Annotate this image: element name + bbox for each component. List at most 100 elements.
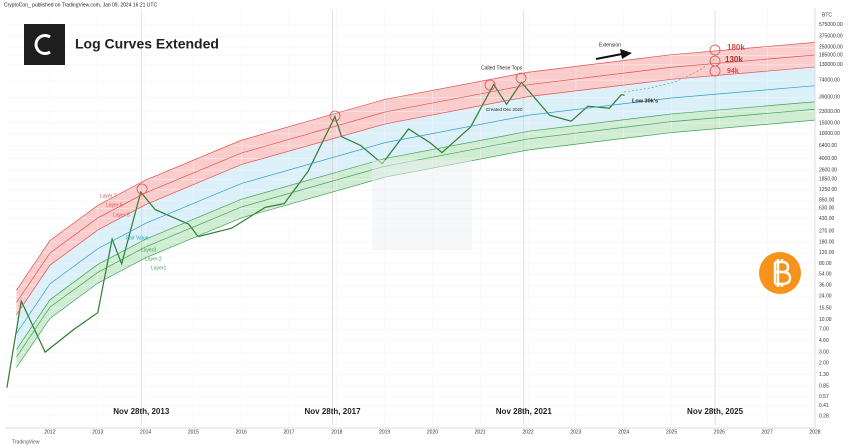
y-tick-label: 270.00 <box>819 228 835 234</box>
price-line <box>6 81 625 388</box>
y-tick-label: 575000.00 <box>819 22 843 28</box>
x-tick-label: 2015 <box>188 429 199 435</box>
logo-mark <box>34 34 51 55</box>
curve-line <box>16 66 816 316</box>
arrow-head <box>620 49 632 59</box>
y-tick-label: 15000.00 <box>819 120 840 126</box>
annotation: Extension <box>599 42 621 48</box>
y-tick-label: 4000.00 <box>819 156 837 162</box>
y-axis-label: BTC <box>822 12 832 18</box>
curve-line <box>16 108 816 358</box>
y-tick-label: 7.00 <box>819 327 829 333</box>
top-circle <box>136 183 148 195</box>
bitcoin-symbol <box>773 259 792 287</box>
annotation: 94k <box>727 68 739 75</box>
watermark <box>372 160 472 250</box>
y-tick-label: 23000.00 <box>819 109 840 115</box>
x-tick-label: 2022 <box>523 429 534 435</box>
y-tick-label: 6400.00 <box>819 143 837 149</box>
y-tick-label: 54.00 <box>819 272 832 278</box>
y-tick-label: 39000.00 <box>819 95 840 101</box>
curve-label: Fair Value <box>126 235 149 241</box>
curve-label: Layer1 <box>151 265 167 271</box>
logo <box>24 24 65 65</box>
x-tick-label: 2014 <box>140 429 151 435</box>
x-tick-label: 2024 <box>618 429 629 435</box>
event-label: Nov 28th, 2017 <box>305 407 362 416</box>
annotation: 180k <box>727 43 745 52</box>
y-tick-label: 36.00 <box>819 283 832 289</box>
curve-line <box>16 119 816 368</box>
x-tick-label: 2025 <box>666 429 677 435</box>
curve-label: Layer 7 <box>100 193 117 199</box>
y-tick-label: 180.00 <box>819 239 835 245</box>
x-tick-label: 2016 <box>236 429 247 435</box>
y-tick-label: 130000.00 <box>819 62 843 68</box>
y-tick-label: 0.85 <box>819 383 829 389</box>
x-tick-label: 2017 <box>283 429 294 435</box>
y-tick-label: 10000.00 <box>819 131 840 137</box>
arrow <box>595 53 623 60</box>
chart-title: Log Curves Extended <box>75 36 219 52</box>
curve-label: Layer 5 <box>113 212 130 218</box>
y-tick-label: 0.28 <box>819 413 829 419</box>
annotation: 130k <box>725 55 743 64</box>
y-tick-label: 850.00 <box>819 198 835 204</box>
annotation: Called These Tops <box>481 65 523 71</box>
event-label: Nov 28th, 2013 <box>113 407 170 416</box>
annotation: Created Dec 2020 <box>486 107 523 112</box>
footer: TradingView <box>12 439 40 445</box>
x-tick-label: 2012 <box>44 429 55 435</box>
y-tick-label: 10.00 <box>819 317 832 323</box>
header: CryptoCon_ published on TradingView.com,… <box>4 2 157 8</box>
x-tick-label: 2013 <box>92 429 103 435</box>
x-tick-label: 2021 <box>475 429 486 435</box>
x-tick-label: 2018 <box>331 429 342 435</box>
y-tick-label: 74000.00 <box>819 77 840 83</box>
y-tick-label: 375000.00 <box>819 34 843 40</box>
y-tick-label: 3.00 <box>819 349 829 355</box>
curve-label: Layer3 <box>141 247 157 253</box>
y-tick-label: 430.00 <box>819 216 835 222</box>
y-tick-label: 185000.00 <box>819 53 843 59</box>
projection <box>623 57 717 93</box>
band-fill <box>16 42 816 315</box>
y-tick-label: 0.57 <box>819 394 829 400</box>
y-tick-label: 120.00 <box>819 250 835 256</box>
y-tick-label: 24.00 <box>819 294 832 300</box>
y-tick-label: 250000.00 <box>819 45 843 51</box>
y-tick-label: 2600.00 <box>819 167 837 173</box>
y-tick-label: 80.00 <box>819 261 832 267</box>
x-tick-label: 2019 <box>379 429 390 435</box>
curve-line <box>16 101 816 350</box>
y-tick-label: 1.30 <box>819 372 829 378</box>
band-fill <box>16 101 816 368</box>
curve-line <box>16 54 816 303</box>
curve-label: Layer 2 <box>145 256 162 262</box>
curve-line <box>16 42 816 291</box>
decorations <box>5 8 816 429</box>
x-tick-label: 2023 <box>570 429 581 435</box>
top-circle <box>484 79 496 91</box>
x-tick-label: 2028 <box>809 429 820 435</box>
curve-label: Layer 6 <box>106 202 123 208</box>
y-tick-label: 1850.00 <box>819 177 837 183</box>
y-tick-label: 15.50 <box>819 305 832 311</box>
y-tick-label: 630.00 <box>819 206 835 212</box>
event-label: Nov 28th, 2025 <box>687 407 744 416</box>
x-tick-label: 2027 <box>762 429 773 435</box>
top-circle <box>329 110 341 122</box>
x-tick-label: 2020 <box>427 429 438 435</box>
target-circle <box>709 44 721 56</box>
annotation: Low 30k's <box>632 98 658 104</box>
lines <box>6 42 816 388</box>
x-tick-label: 2026 <box>714 429 725 435</box>
y-tick-label: 1250.00 <box>819 187 837 193</box>
curve-line <box>16 85 816 334</box>
event-label: Nov 28th, 2021 <box>496 407 553 416</box>
target-circle <box>709 65 721 77</box>
y-tick-label: 0.41 <box>819 403 829 409</box>
y-tick-label: 2.00 <box>819 360 829 366</box>
top-circle <box>515 72 527 84</box>
